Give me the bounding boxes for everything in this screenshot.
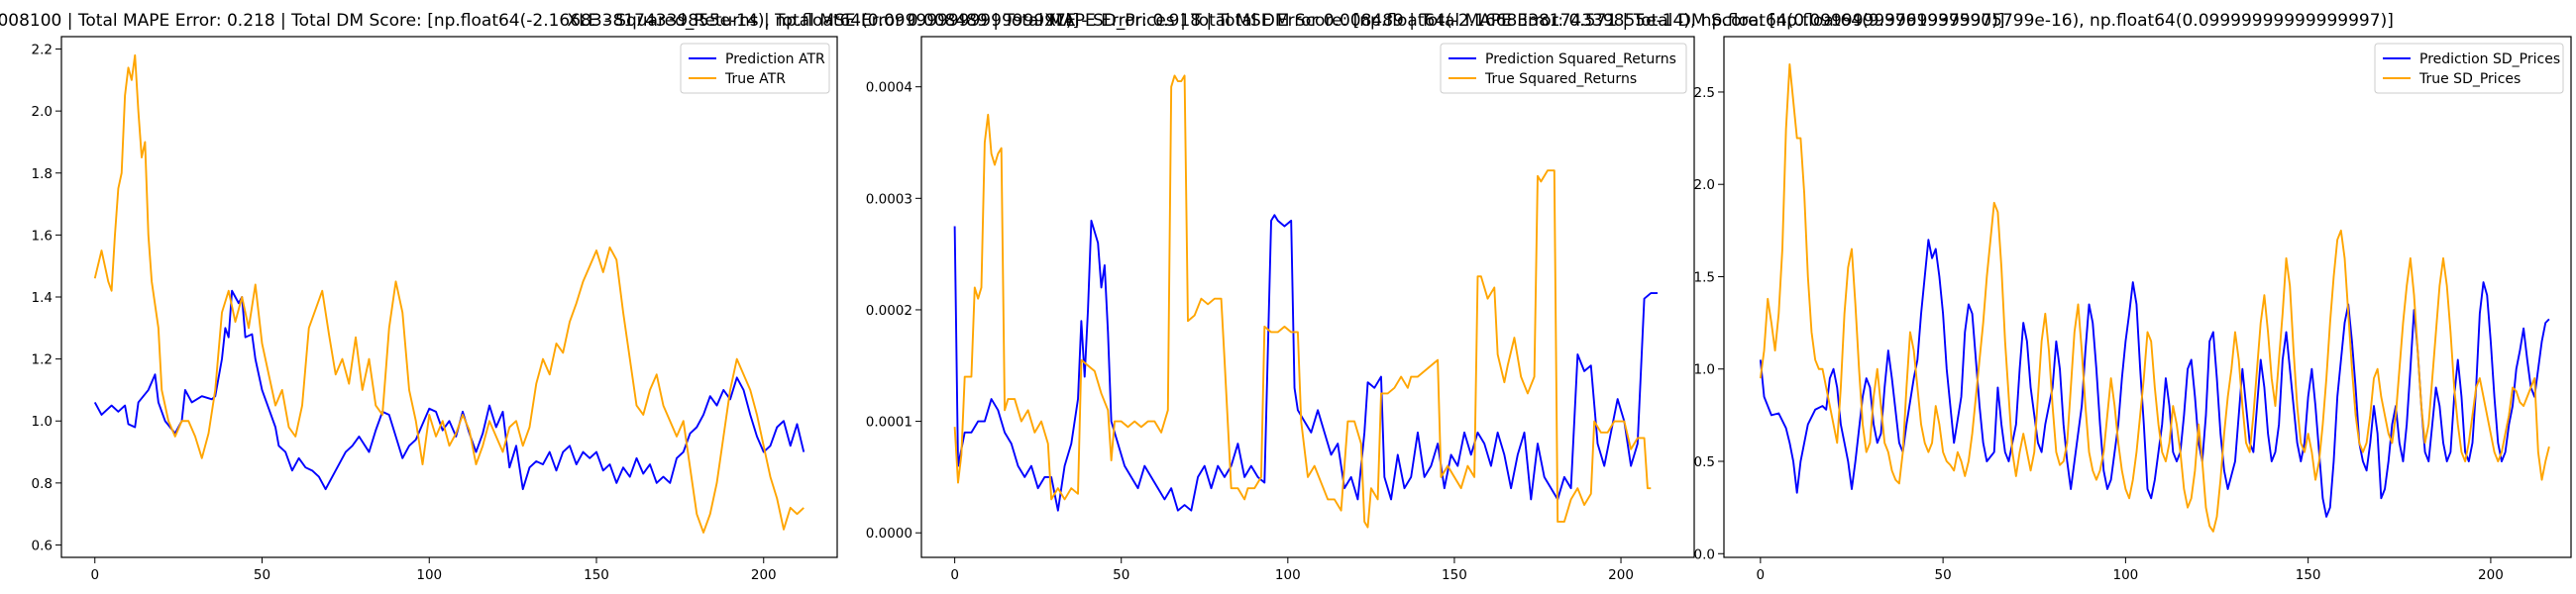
x-tick-label: 100 (416, 567, 442, 583)
y-tick-label: 1.8 (32, 166, 53, 182)
x-tick-label: 200 (751, 567, 777, 583)
y-tick-label: 0.0000 (866, 526, 912, 542)
y-tick-label: 0.8 (32, 476, 53, 492)
legend-label: Prediction ATR (725, 51, 825, 67)
legend-label: Prediction SD_Prices (2419, 51, 2560, 67)
x-tick-label: 150 (584, 567, 609, 583)
y-tick-label: 0.0002 (866, 303, 912, 319)
x-tick-label: 100 (1275, 567, 1301, 583)
legend: Prediction SD_Prices True SD_Prices (2374, 43, 2564, 94)
legend-label: True Squared_Returns (1484, 71, 1637, 87)
plot-area (61, 37, 837, 557)
chart-title-atr: 3 - ATR | Total MSE Error 0.008100 | Tot… (0, 11, 1079, 31)
series-line-true-squared-returns (953, 74, 1652, 529)
axes-frame (920, 36, 1695, 558)
y-tick-label: 1.2 (32, 352, 53, 368)
legend: Prediction ATR True ATR (680, 43, 830, 94)
x-tick-label: 50 (1935, 567, 1952, 583)
y-tick-label: 1.0 (1694, 362, 1715, 378)
series-line-true-sd-prices (1759, 63, 2550, 533)
chart-atr: 0 50 100 150 200 0.6 0.8 1.0 1.2 1.4 1.6 1.8 2.0 2.2 P… (32, 36, 838, 583)
y-tick-label: 2.0 (1694, 177, 1715, 193)
legend-box (1440, 43, 1687, 94)
y-tick-label: 1.6 (32, 228, 53, 244)
y-tick-label: 0.0001 (866, 415, 912, 431)
axes-frame (1723, 36, 2572, 558)
y-tick-label: 0.0004 (866, 80, 912, 96)
x-tick-label: 200 (2478, 567, 2504, 583)
x-tick-label: 150 (1442, 567, 1467, 583)
chart-title-squared-returns: XLE - Squared_Returns | Total MSE Error … (567, 11, 2004, 31)
x-tick-label: 50 (254, 567, 270, 583)
x-tick-label: 0 (90, 567, 99, 583)
y-tick-label: 1.4 (32, 290, 53, 306)
y-tick-label: 1.5 (1694, 269, 1715, 285)
chart-sd-prices: 0 50 100 150 200 0.0 0.5 1.0 1.5 2.0 2.5 Prediction… (1694, 36, 2572, 583)
legend-box (680, 43, 830, 94)
y-tick-label: 1.0 (32, 414, 53, 430)
series-line-true-atr (93, 53, 805, 534)
x-tick-label: 100 (2112, 567, 2138, 583)
series-line-prediction-squared-returns (953, 214, 1659, 512)
chart-title-sd-prices: XLE - SD_Prices | Total MSE Error 0.0084… (1044, 11, 2394, 31)
legend-box (2374, 43, 2564, 94)
plot-area (921, 37, 1694, 557)
y-tick-label: 2.5 (1694, 85, 1715, 101)
y-tick-label: 0.0 (1694, 546, 1715, 562)
legend-label: True ATR (724, 71, 786, 87)
x-tick-label: 0 (1757, 567, 1766, 583)
y-tick-label: 2.2 (32, 43, 53, 58)
y-tick-label: 2.0 (32, 104, 53, 120)
y-tick-label: 0.0003 (866, 191, 912, 207)
x-tick-label: 200 (1608, 567, 1634, 583)
x-tick-label: 0 (950, 567, 959, 583)
y-tick-label: 0.5 (1694, 454, 1715, 470)
plot-area (1724, 37, 2571, 557)
legend-label: Prediction Squared_Returns (1485, 51, 1676, 67)
chart-squared-returns: 0 50 100 150 200 0.0000 0.0001 0.0002 0.0003 0.00… (866, 36, 1695, 583)
x-tick-label: 150 (2296, 567, 2321, 583)
legend-label: True SD_Prices (2418, 71, 2521, 87)
y-tick-label: 0.6 (32, 538, 53, 553)
series-line-prediction-atr (93, 289, 805, 491)
legend: Prediction Squared_Returns True Squared_R… (1440, 43, 1687, 94)
x-tick-label: 50 (1113, 567, 1129, 583)
